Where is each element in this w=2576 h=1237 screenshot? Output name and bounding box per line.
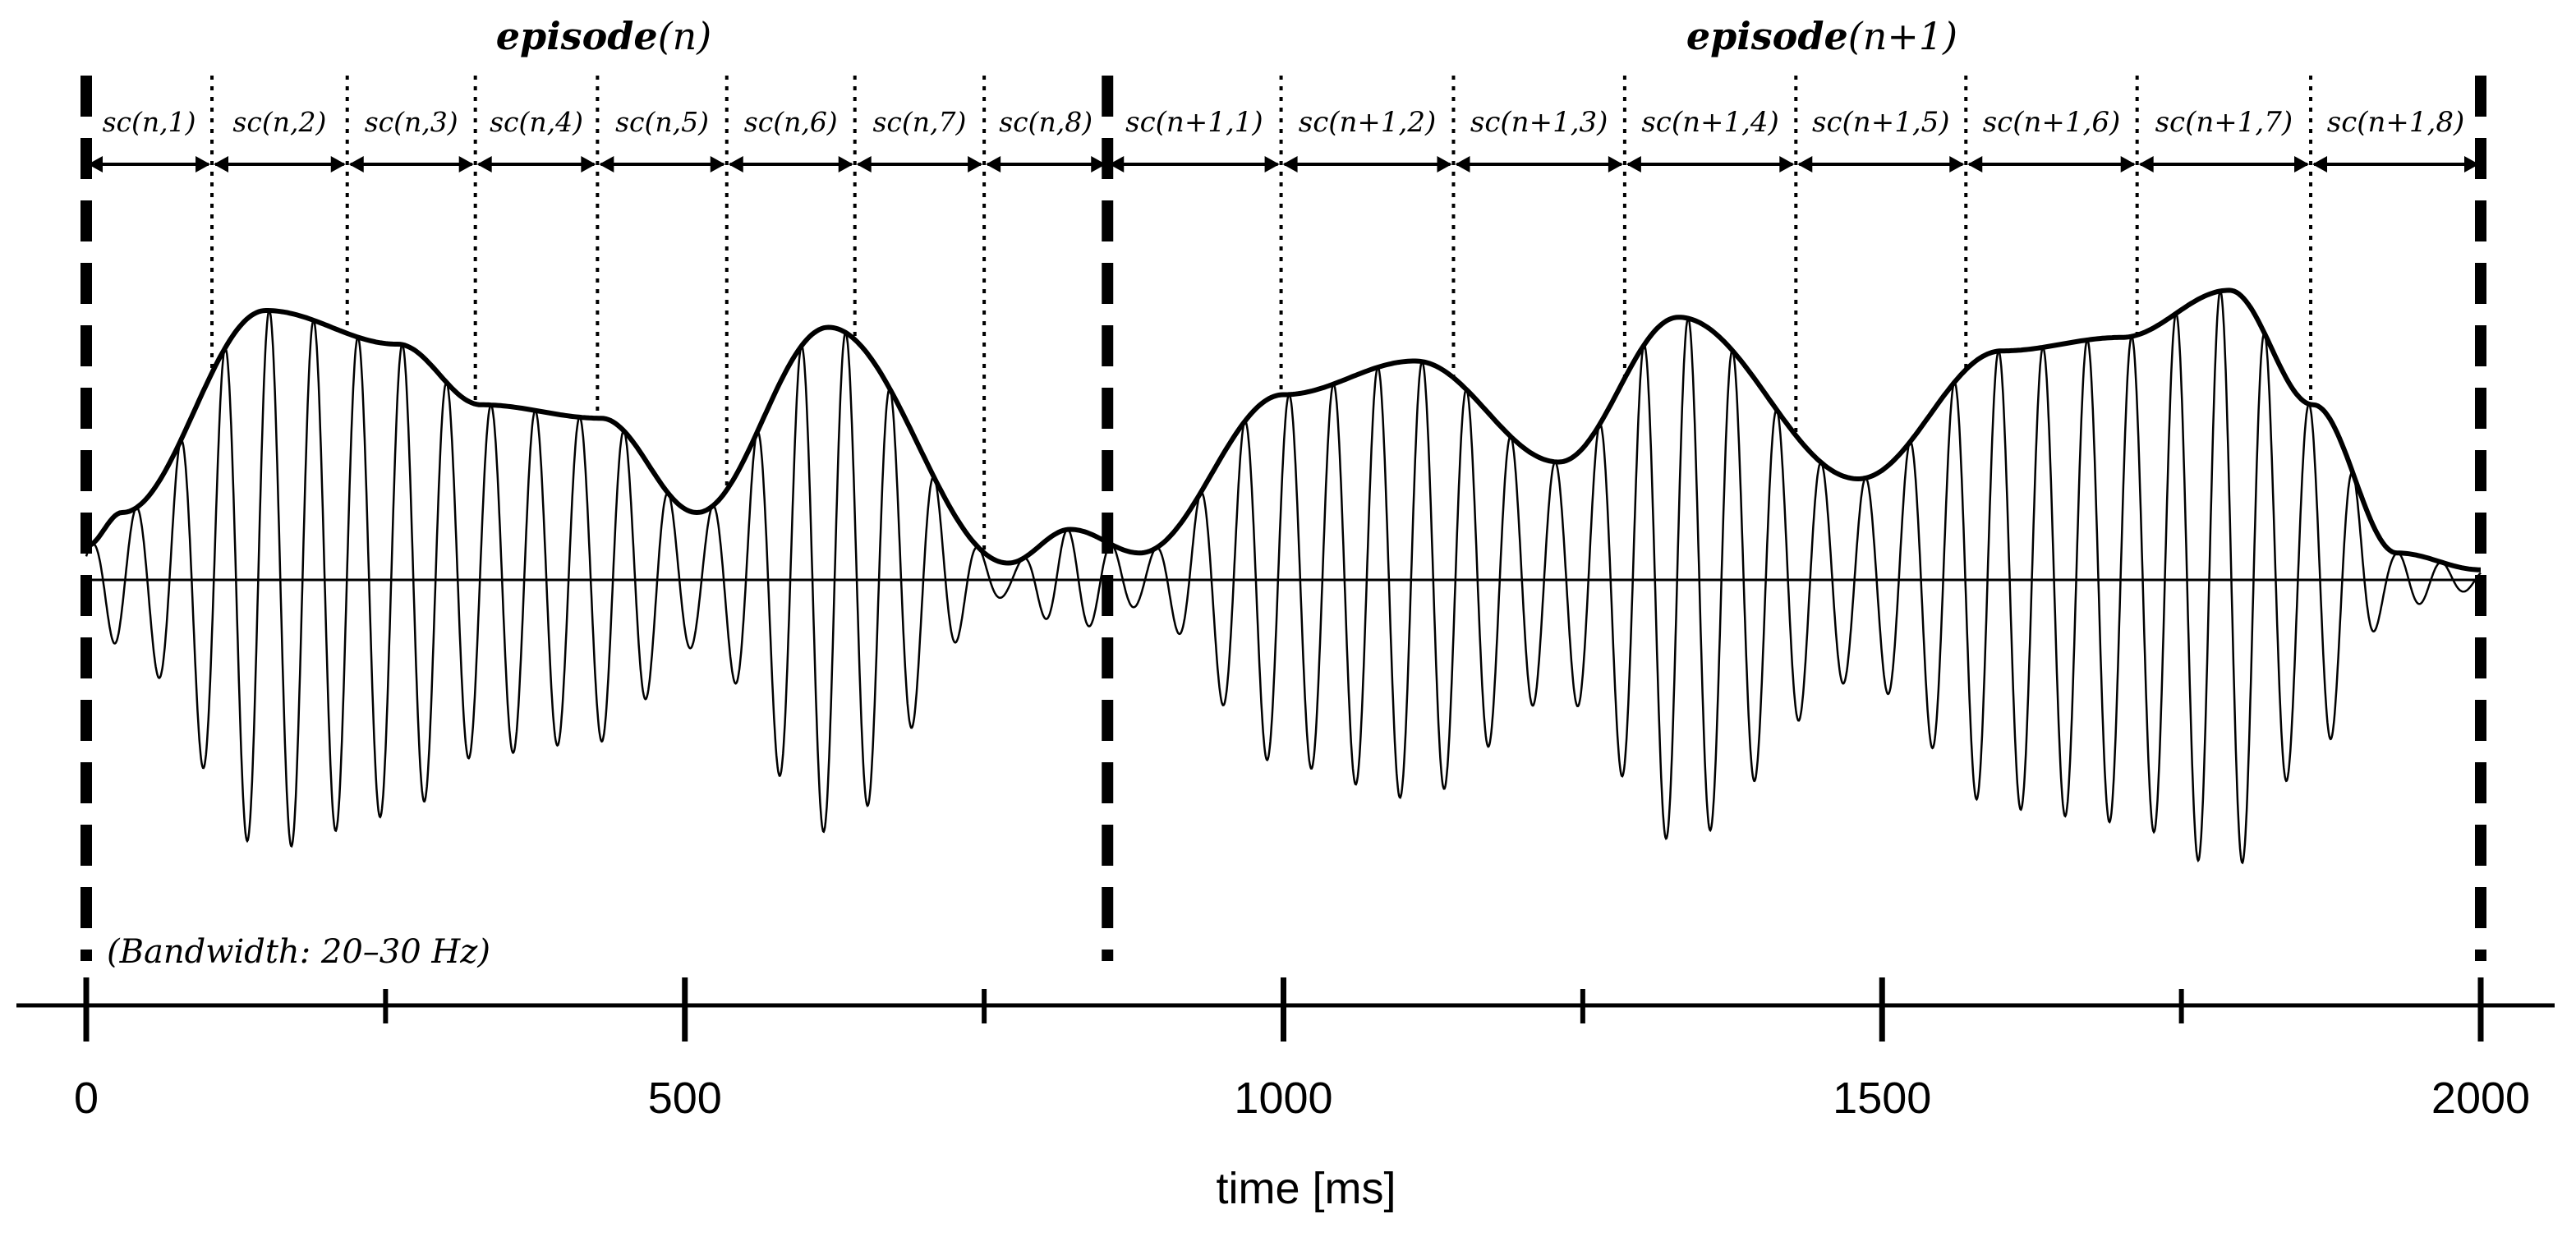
subcycle-arrow-head-left	[1455, 156, 1470, 172]
subcycle-label: sc(n+1,1)	[1125, 106, 1263, 139]
episode-n-title: episode(n)	[496, 14, 711, 58]
bandpass-signal-trace	[85, 288, 2482, 865]
subcycle-arrow-head-left	[1797, 156, 1813, 172]
subcycle-arrow-head-right	[1264, 156, 1280, 172]
amplitude-envelope-curve	[85, 287, 2481, 573]
subcycle-arrow-head-right	[2294, 156, 2310, 172]
subcycle-arrow-head-right	[1608, 156, 1623, 172]
subcycle-arrow-head-left	[1282, 156, 1298, 172]
episode-n1-bold: episode	[1686, 14, 1848, 58]
x-axis-label: time [ms]	[1216, 1164, 1396, 1213]
tick-label: 500	[648, 1074, 722, 1123]
subcycle-label: sc(n+1,3)	[1470, 106, 1608, 139]
subcycle-label: sc(n,5)	[615, 106, 709, 138]
subcycle-label: sc(n+1,5)	[1812, 106, 1949, 139]
time-axis-ticks: 0 500 1000 1500 2000	[74, 977, 2530, 1123]
subcycle-arrow-head-right	[196, 156, 211, 172]
subcycle-label: sc(n,6)	[744, 106, 838, 138]
subcycle-arrow-head-left	[1967, 156, 1983, 172]
subcycle-label: sc(n+1,6)	[1983, 106, 2120, 139]
subcycle-label: sc(n,7)	[872, 106, 966, 138]
subcycle-arrow-head-right	[1949, 156, 1965, 172]
subcycle-arrow-head-right	[458, 156, 474, 172]
signal-group	[85, 287, 2482, 865]
subcycle-arrow-head-right	[1091, 156, 1106, 172]
subcycle-arrow-head-left	[88, 156, 103, 172]
subcycle-arrow-head-left	[1109, 156, 1125, 172]
subcycle-label: sc(n,8)	[999, 106, 1092, 138]
subcycle-arrow-head-right	[2464, 156, 2479, 172]
subcycle-arrow-head-left	[2138, 156, 2154, 172]
subcycle-label: sc(n+1,4)	[1641, 106, 1778, 139]
subcycle-arrow-head-right	[581, 156, 596, 172]
tick-label: 0	[74, 1074, 99, 1123]
subcycle-arrow-head-left	[214, 156, 229, 172]
subcycle-label: sc(n+1,8)	[2327, 106, 2464, 139]
episode-n1-title: episode(n+1)	[1686, 14, 1957, 58]
episode-n1-index: (n+1)	[1848, 14, 1957, 58]
subcycle-label: sc(n,3)	[365, 106, 458, 138]
subcycle-label: sc(n,1)	[103, 106, 196, 138]
subcycle-arrow-head-left	[476, 156, 492, 172]
subcycle-arrow-head-left	[599, 156, 614, 172]
subcycle-label: sc(n,4)	[490, 106, 583, 138]
subcycle-label: sc(n,2)	[232, 106, 326, 138]
episode-boundary-group	[80, 76, 2486, 961]
subcycle-arrow-head-right	[710, 156, 725, 172]
subcycle-arrow-head-right	[838, 156, 853, 172]
subcycle-arrow-head-left	[1626, 156, 1641, 172]
subcycle-arrow-head-right	[1437, 156, 1452, 172]
tick-label: 1000	[1234, 1074, 1332, 1123]
subcycle-arrow-head-left	[2312, 156, 2328, 172]
subcycle-arrow-head-right	[1779, 156, 1795, 172]
subcycle-arrow-head-left	[728, 156, 743, 172]
subcycle-arrow-head-left	[986, 156, 1001, 172]
subcycle-arrow-head-left	[348, 156, 364, 172]
subcycle-label: sc(n+1,7)	[2155, 106, 2293, 139]
subcycle-arrow-head-right	[2120, 156, 2136, 172]
episode-n-bold: episode	[496, 14, 658, 58]
subcycle-annotation-group: sc(n,1) sc(n,2) sc(n,3) sc(n,4) sc(n,5) sc(n,…	[88, 106, 2479, 172]
tick-label: 1500	[1833, 1074, 1931, 1123]
tick-label: 2000	[2431, 1074, 2530, 1123]
subcycle-arrow-head-left	[856, 156, 872, 172]
subcycle-divider-group	[210, 76, 2313, 554]
subcycle-label: sc(n+1,2)	[1299, 106, 1436, 139]
episode-n-index: (n)	[658, 14, 712, 58]
subcycle-arrow-head-right	[330, 156, 346, 172]
subcycle-arrow-head-right	[968, 156, 983, 172]
bandwidth-label: (Bandwidth: 20–30 Hz)	[107, 933, 490, 971]
